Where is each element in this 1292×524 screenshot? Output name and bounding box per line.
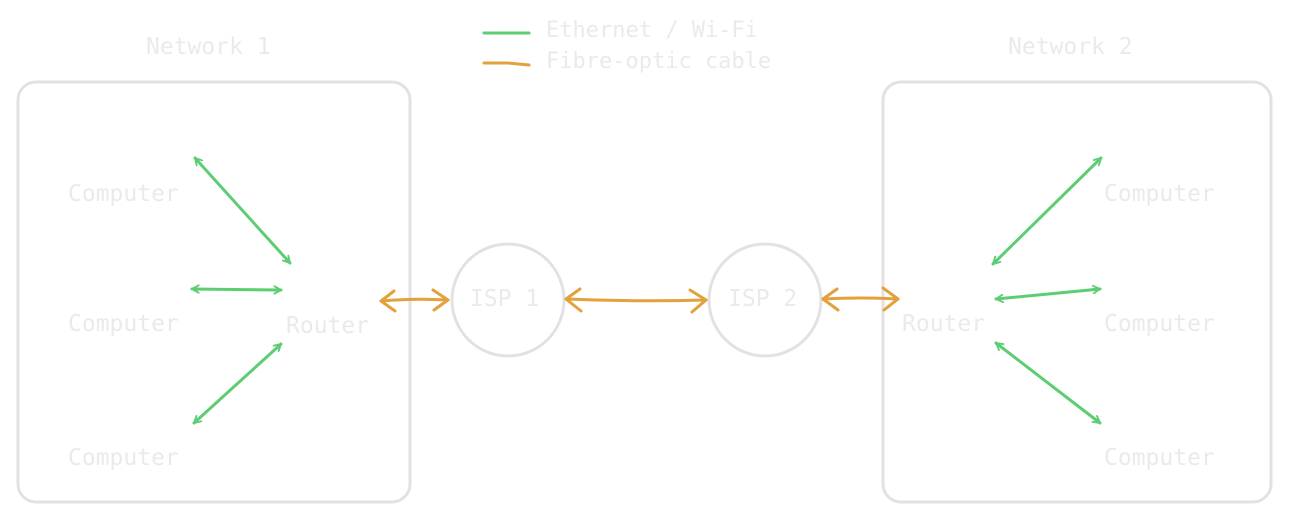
isp-1-node: [450, 242, 566, 358]
network-2-computer-2: Computer: [1104, 311, 1215, 337]
ethernet-link-n1-computer-2: [190, 289, 283, 290]
isp-2-label: ISP 2: [728, 286, 798, 312]
ethernet-link-n1-computer-1: [193, 156, 292, 265]
fibre-link-isp1-isp2: [564, 287, 708, 314]
legend-swatch-fibre: [482, 61, 531, 67]
ethernet-link-n2-computer-2: [994, 289, 1102, 299]
network-1-title: Network 1: [146, 34, 271, 60]
network-2-computer-3: Computer: [1104, 445, 1215, 471]
fibre-link-router1-isp1: [379, 288, 450, 313]
network-2-router: Router: [902, 311, 986, 337]
network-1-box: [16, 80, 412, 504]
legend-label-fibre: Fibre-optic cable: [546, 49, 772, 74]
network-1-computer-2: Computer: [68, 311, 179, 337]
network-2-box: [881, 80, 1273, 504]
network-1-router: Router: [286, 313, 370, 339]
ethernet-link-n2-computer-3: [994, 341, 1102, 425]
isp-1-label: ISP 1: [470, 286, 540, 312]
network-2-computer-1: Computer: [1104, 181, 1215, 207]
ethernet-link-n2-computer-1: [991, 156, 1103, 266]
isp-2-node: [707, 242, 823, 358]
fibre-link-isp2-router2: [821, 286, 900, 312]
legend-label-ethernet: Ethernet / Wi-Fi: [546, 18, 758, 43]
network-1-computer-3: Computer: [68, 445, 179, 471]
network-1-computer-1: Computer: [68, 181, 179, 207]
network-2-title: Network 2: [1008, 34, 1133, 60]
ethernet-link-n1-computer-3: [192, 342, 283, 425]
